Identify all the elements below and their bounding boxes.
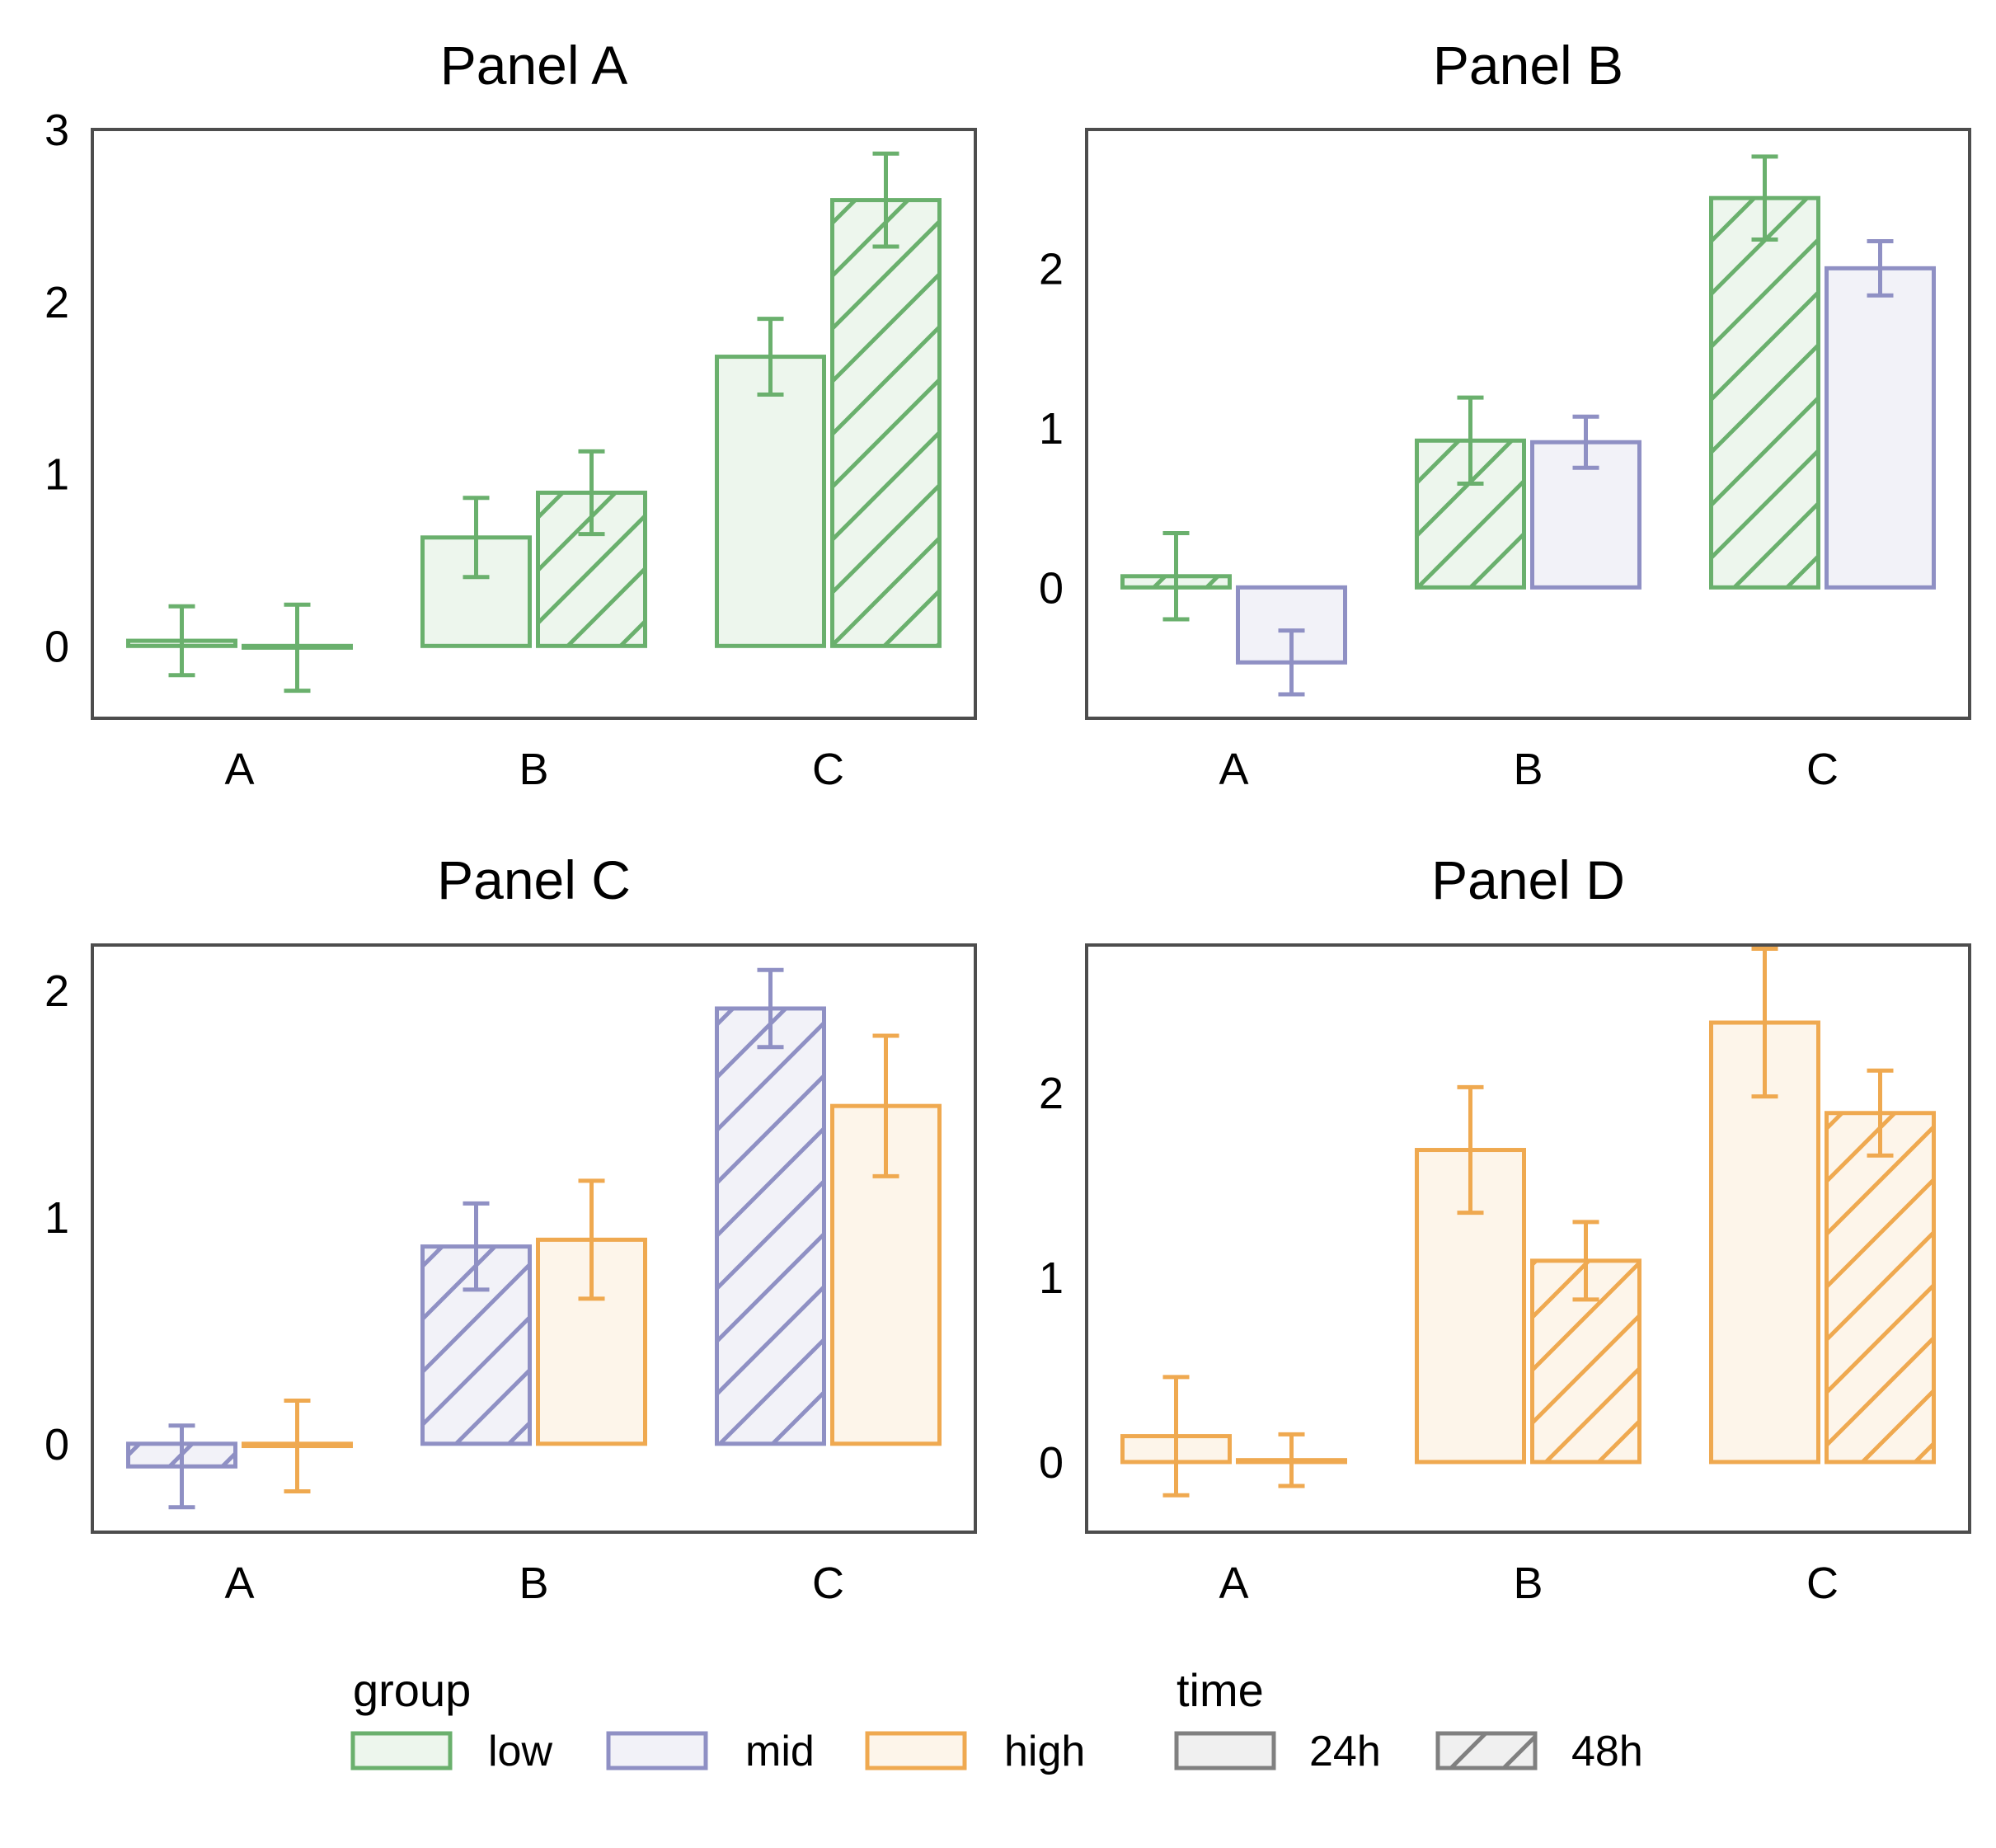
legend-swatch-high: [865, 1731, 967, 1770]
y-tick-label: 2: [45, 278, 69, 327]
panel-a: Panel A 0 1 2 3 A B C: [45, 35, 977, 794]
panel-title: Panel A: [440, 35, 628, 96]
y-tick-label: 0: [45, 622, 69, 671]
legend-swatch-low: [350, 1731, 453, 1770]
bar: [1415, 438, 1526, 590]
y-tick-label: 1: [1039, 404, 1064, 454]
x-tick-label: A: [1219, 1559, 1248, 1608]
legend-time-items: 24h 48h: [1174, 1728, 1643, 1775]
y-tick-label: 0: [1039, 563, 1064, 613]
y-tick-label: 0: [45, 1420, 69, 1469]
bar: [715, 1006, 826, 1446]
legend-swatch-24h: [1174, 1731, 1276, 1770]
bar: [830, 198, 942, 648]
x-tick-label: C: [1806, 745, 1839, 794]
axes-frame: [1085, 128, 1971, 720]
legend-swatch-48h: [1435, 1731, 1538, 1770]
legend: group low mid high time 24h 48h: [350, 1664, 1643, 1775]
x-tick-label: B: [519, 745, 548, 794]
panel-c: Panel C 0 1 2 A B C: [45, 849, 977, 1608]
bar: [1709, 195, 1820, 590]
panel-d: Panel D 0 1 2 A B C: [1039, 849, 1971, 1608]
panel-b: Panel B 0 1 2 A B C: [1039, 35, 1971, 794]
legend-label-mid: mid: [745, 1728, 815, 1775]
bar: [1825, 1111, 1936, 1465]
axes-frame: [91, 943, 977, 1534]
x-tick-label: B: [1513, 1559, 1543, 1608]
legend-time-title: time: [1176, 1664, 1264, 1716]
legend-label-24h: 24h: [1309, 1728, 1381, 1775]
bar: [715, 355, 826, 648]
bar: [1825, 266, 1936, 590]
x-tick-label: C: [812, 1559, 844, 1608]
y-tick-label: 2: [45, 966, 69, 1016]
x-tick-label: C: [812, 745, 844, 794]
panels: Panel A 0 1 2 3 A B C Panel B 0 1 2 A B C Panel C 0 1 2 A B C…: [45, 35, 1971, 1608]
legend-label-high: high: [1004, 1728, 1085, 1775]
panel-title: Panel B: [1433, 35, 1623, 96]
y-tick-label: 0: [1039, 1438, 1064, 1488]
axes-frame: [1085, 943, 1971, 1534]
y-tick-label: 2: [1039, 1069, 1064, 1118]
x-tick-label: B: [1513, 745, 1543, 794]
legend-group-items: low mid high: [350, 1728, 1085, 1775]
y-tick-label: 2: [1039, 244, 1064, 294]
panel-title: Panel D: [1431, 849, 1625, 910]
x-tick-label: A: [224, 1559, 254, 1608]
axes-frame: [91, 128, 977, 720]
x-tick-label: C: [1806, 1559, 1839, 1608]
y-tick-label: 3: [45, 106, 69, 155]
panel-title: Panel C: [437, 849, 631, 910]
x-tick-label: A: [1219, 745, 1248, 794]
x-tick-label: A: [224, 745, 254, 794]
y-tick-label: 1: [45, 450, 69, 500]
legend-group-title: group: [353, 1664, 471, 1716]
y-tick-label: 1: [1039, 1253, 1064, 1303]
x-tick-label: B: [519, 1559, 548, 1608]
legend-label-48h: 48h: [1571, 1728, 1643, 1775]
legend-swatch-mid: [606, 1731, 708, 1770]
y-tick-label: 1: [45, 1193, 69, 1243]
legend-label-low: low: [488, 1728, 552, 1775]
